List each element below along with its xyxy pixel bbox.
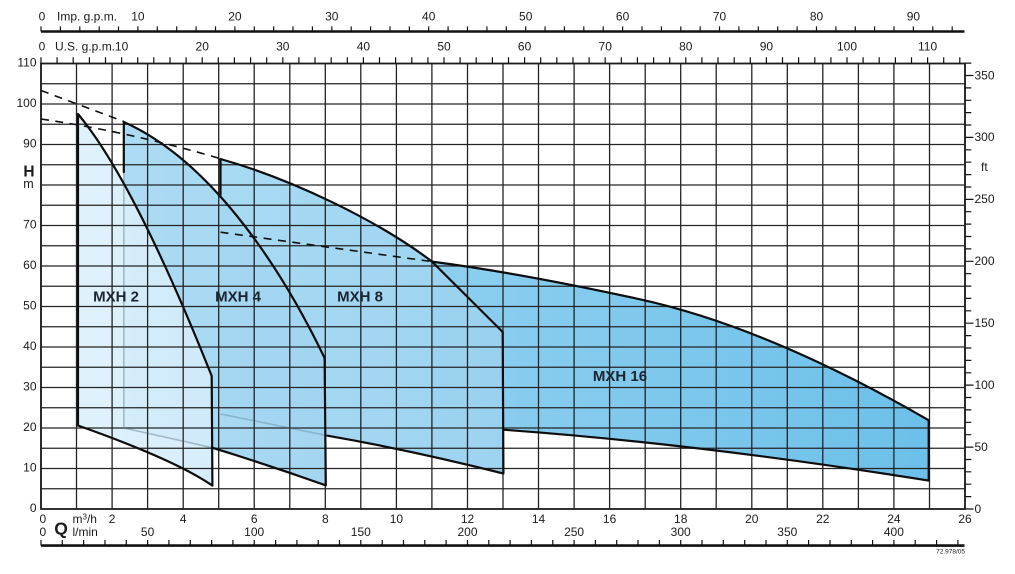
svg-text:250: 250 [975,192,995,206]
svg-text:80: 80 [810,9,824,23]
svg-text:100: 100 [16,96,36,110]
svg-text:10: 10 [115,39,129,53]
svg-text:U.S. g.p.m.: U.S. g.p.m. [55,39,115,53]
svg-text:30: 30 [276,39,290,53]
svg-text:0: 0 [30,501,37,515]
svg-text:110: 110 [17,55,36,69]
svg-text:200: 200 [975,254,995,268]
svg-text:72.978/05: 72.978/05 [936,549,965,556]
svg-text:60: 60 [616,9,630,23]
svg-text:70: 70 [23,217,37,231]
svg-text:0: 0 [39,39,46,53]
svg-text:80: 80 [679,39,693,53]
svg-text:60: 60 [518,39,532,53]
svg-text:26: 26 [958,512,972,526]
svg-text:10: 10 [131,9,145,23]
svg-text:24: 24 [887,512,901,526]
svg-text:350: 350 [777,525,797,539]
svg-text:m: m [23,177,33,191]
svg-text:2: 2 [109,512,116,526]
svg-text:20: 20 [745,512,759,526]
svg-text:0: 0 [40,525,47,539]
svg-text:100: 100 [244,525,264,539]
svg-text:22: 22 [816,512,830,526]
svg-text:90: 90 [907,9,921,23]
svg-text:90: 90 [760,39,774,53]
svg-text:50: 50 [519,9,533,23]
svg-text:90: 90 [23,136,37,150]
svg-text:Imp. g.p.m.: Imp. g.p.m. [57,9,117,23]
svg-text:150: 150 [975,316,995,330]
svg-text:0: 0 [40,512,47,526]
svg-text:20: 20 [228,9,242,23]
svg-text:40: 40 [357,39,371,53]
svg-text:Q: Q [54,519,68,539]
svg-text:100: 100 [837,39,857,53]
svg-text:H: H [23,164,34,181]
svg-text:70: 70 [713,9,727,23]
svg-text:30: 30 [325,9,339,23]
svg-text:40: 40 [23,339,37,353]
svg-text:40: 40 [422,9,436,23]
svg-text:20: 20 [23,420,37,434]
svg-text:6: 6 [251,512,258,526]
svg-text:ft: ft [981,160,988,174]
svg-text:400: 400 [884,525,904,539]
svg-text:110: 110 [918,39,937,53]
svg-text:30: 30 [23,379,37,393]
svg-text:50: 50 [975,440,989,454]
svg-text:18: 18 [674,512,688,526]
svg-text:14: 14 [532,512,546,526]
svg-text:l/min: l/min [73,525,98,539]
svg-text:8: 8 [322,512,329,526]
svg-text:70: 70 [599,39,613,53]
svg-text:MXH 4: MXH 4 [215,288,262,305]
svg-text:MXH 16: MXH 16 [593,368,647,385]
svg-text:60: 60 [23,258,37,272]
svg-text:MXH 2: MXH 2 [93,288,139,305]
svg-text:200: 200 [457,525,477,539]
svg-text:m3/h: m3/h [73,512,97,526]
svg-text:4: 4 [180,512,187,526]
svg-text:350: 350 [975,68,995,82]
svg-text:0: 0 [39,9,46,23]
svg-text:300: 300 [975,130,995,144]
svg-text:10: 10 [23,460,37,474]
svg-text:0: 0 [975,502,982,516]
svg-text:150: 150 [351,525,371,539]
svg-text:300: 300 [671,525,691,539]
svg-text:100: 100 [975,378,995,392]
svg-text:50: 50 [141,525,155,539]
svg-text:250: 250 [564,525,584,539]
svg-text:20: 20 [196,39,210,53]
svg-text:50: 50 [437,39,451,53]
svg-text:16: 16 [603,512,617,526]
svg-text:50: 50 [23,298,37,312]
svg-text:12: 12 [461,512,475,526]
svg-text:10: 10 [390,512,404,526]
svg-text:MXH 8: MXH 8 [337,288,383,305]
